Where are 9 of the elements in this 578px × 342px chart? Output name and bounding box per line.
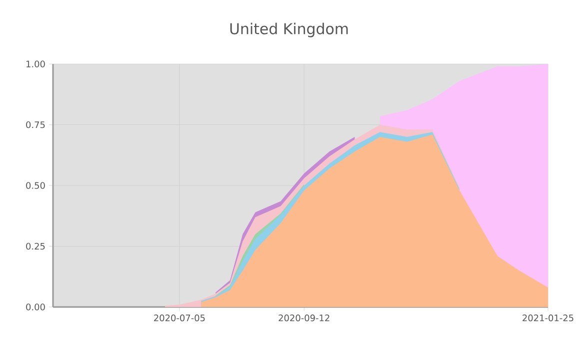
x-tick-label: 2020-09-12: [278, 314, 330, 322]
x-tick-label: 2020-07-05: [154, 314, 205, 322]
y-tick-label: 0.25: [26, 242, 45, 250]
y-tick-label: 1.00: [26, 60, 45, 68]
y-tick-label: 0.50: [26, 182, 45, 189]
chart-title: United Kingdom: [230, 22, 348, 38]
x-tick-label: 2021-01-25: [522, 314, 574, 322]
y-tick-label: 0.00: [26, 304, 45, 310]
y-tick-label: 0.75: [26, 121, 45, 128]
